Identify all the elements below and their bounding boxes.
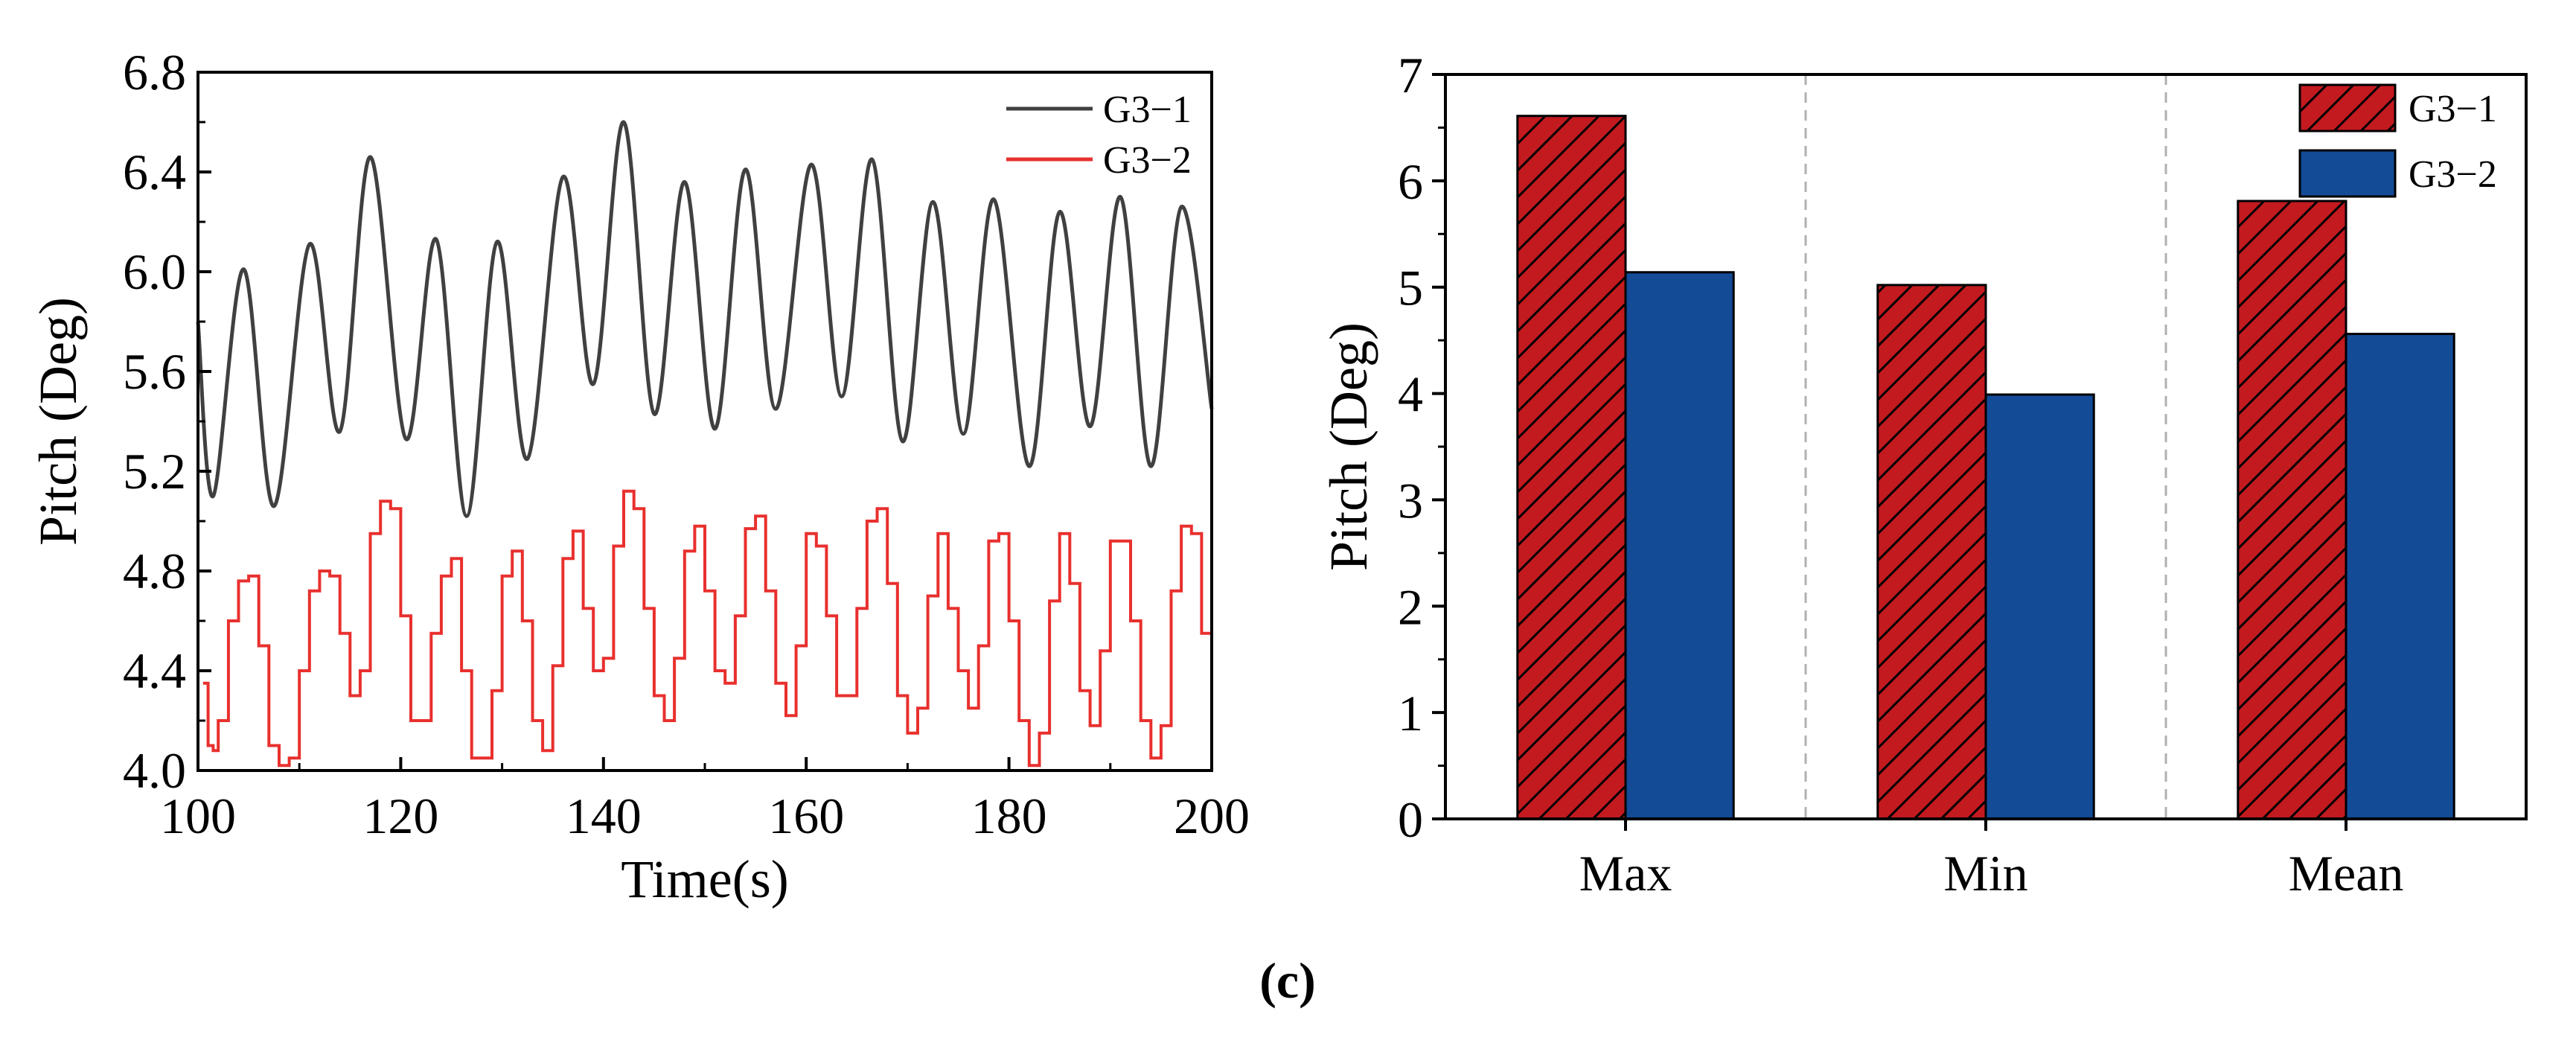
x-tick-label: 140 bbox=[566, 788, 642, 844]
y-tick-label: 5.2 bbox=[123, 443, 186, 500]
x-tick-label: 120 bbox=[362, 788, 438, 844]
y-tick-label: 6.0 bbox=[123, 243, 186, 300]
x-tick-label: 180 bbox=[971, 788, 1047, 844]
bar-g3-2-max bbox=[1624, 271, 1735, 820]
legend-label-g3-2: G3−2 bbox=[1103, 139, 1192, 182]
y-tick-label: 0 bbox=[1398, 791, 1423, 848]
bar-g3-1-mean bbox=[2237, 200, 2348, 820]
x-category-label: Min bbox=[1943, 845, 2027, 902]
line-chart: 100 120 140 160 180 200 4.0 4.4 4.8 5.2 5.6 6.0 6.4 6… bbox=[28, 44, 1250, 909]
bar-chart-ticks: Max Min Mean 0 1 2 3 4 5 6 7 bbox=[1398, 47, 2403, 902]
bar-chart-legend: G3−1 G3−2 bbox=[2298, 83, 2497, 198]
legend-label-g3-1: G3−1 bbox=[1103, 89, 1192, 131]
line-chart-series bbox=[196, 120, 1214, 768]
x-tick-label: 100 bbox=[160, 788, 236, 844]
y-tick-label: 4.8 bbox=[123, 543, 186, 599]
y-tick-label: 4.0 bbox=[123, 742, 186, 799]
y-tick-label: 6.4 bbox=[123, 144, 186, 200]
x-category-label: Mean bbox=[2289, 845, 2404, 902]
bar-chart: Max Min Mean 0 1 2 3 4 5 6 7 Pitch (Deg) G3−1 G3−2 bbox=[1319, 47, 2528, 902]
legend-label-g3-2: G3−2 bbox=[2409, 153, 2497, 196]
figure-caption: (c) bbox=[1259, 952, 1315, 1009]
bar-g3-2-min bbox=[1984, 393, 2095, 820]
series-line-g3-2 bbox=[202, 489, 1213, 768]
bar-g3-2-mean bbox=[2345, 333, 2455, 820]
x-category-label: Max bbox=[1579, 845, 1672, 902]
y-tick-label: 7 bbox=[1398, 47, 1423, 103]
line-chart-ticks: 100 120 140 160 180 200 4.0 4.4 4.8 5.2 5.6 6.0 6.4 6… bbox=[123, 44, 1250, 844]
y-tick-label: 1 bbox=[1398, 685, 1423, 741]
bar-g3-1-min bbox=[1876, 284, 1987, 820]
x-tick-label: 160 bbox=[768, 788, 844, 844]
y-tick-label: 5.6 bbox=[123, 343, 186, 400]
x-tick-label: 200 bbox=[1174, 788, 1250, 844]
y-tick-label: 3 bbox=[1398, 472, 1423, 529]
line-chart-xlabel: Time(s) bbox=[621, 849, 788, 909]
y-tick-label: 4 bbox=[1398, 366, 1423, 423]
y-tick-label: 2 bbox=[1398, 578, 1423, 635]
bar-g3-1-max bbox=[1516, 115, 1627, 820]
legend-swatch-g3-1 bbox=[2298, 83, 2397, 133]
y-tick-label: 4.4 bbox=[123, 642, 186, 699]
bar-chart-ylabel: Pitch (Deg) bbox=[1319, 322, 1378, 571]
line-chart-legend: G3−1 G3−2 bbox=[1006, 89, 1192, 182]
y-tick-label: 6 bbox=[1398, 153, 1423, 210]
legend-swatch-g3-2 bbox=[2298, 149, 2397, 198]
y-tick-label: 5 bbox=[1398, 260, 1423, 316]
legend-label-g3-1: G3−1 bbox=[2409, 88, 2497, 130]
bar-chart-bars bbox=[1516, 115, 2455, 820]
series-line-g3-1 bbox=[196, 120, 1214, 518]
y-tick-label: 6.8 bbox=[123, 44, 186, 101]
line-chart-ylabel: Pitch (Deg) bbox=[28, 297, 88, 546]
